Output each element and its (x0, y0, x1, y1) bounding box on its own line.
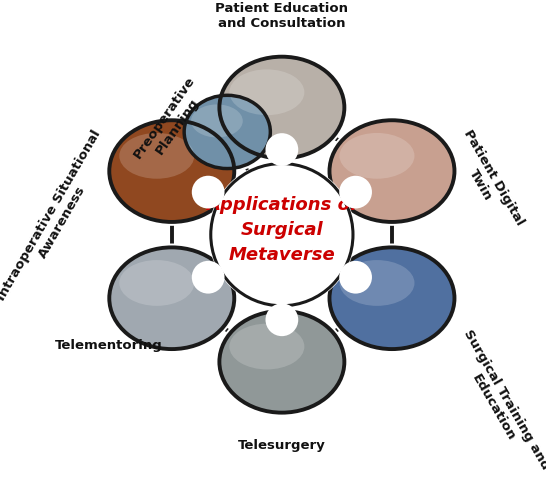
Ellipse shape (265, 303, 298, 336)
Ellipse shape (119, 133, 194, 179)
Text: Intraoperative Situational
Awareness: Intraoperative Situational Awareness (0, 127, 116, 310)
Ellipse shape (105, 117, 238, 226)
Ellipse shape (109, 120, 234, 222)
Ellipse shape (216, 53, 348, 162)
Text: Telesurgery: Telesurgery (238, 439, 326, 453)
Ellipse shape (216, 307, 348, 416)
Ellipse shape (219, 311, 345, 412)
Text: Preoperative
Planning: Preoperative Planning (132, 74, 210, 169)
Ellipse shape (329, 247, 454, 349)
Ellipse shape (192, 261, 224, 293)
Text: Patient Education
and Consultation: Patient Education and Consultation (215, 2, 348, 30)
Ellipse shape (211, 164, 353, 306)
Ellipse shape (180, 91, 274, 172)
Ellipse shape (191, 104, 243, 137)
Ellipse shape (265, 133, 298, 166)
Ellipse shape (105, 244, 238, 353)
Ellipse shape (229, 69, 304, 115)
Text: Applications of
Surgical
Metaverse: Applications of Surgical Metaverse (206, 196, 358, 264)
Ellipse shape (209, 162, 355, 308)
Ellipse shape (119, 260, 194, 306)
Text: Patient Digital
Twin: Patient Digital Twin (448, 127, 526, 235)
Ellipse shape (229, 324, 304, 370)
Ellipse shape (325, 244, 458, 353)
Ellipse shape (219, 57, 345, 159)
Ellipse shape (340, 260, 414, 306)
Ellipse shape (339, 176, 372, 208)
Ellipse shape (339, 261, 372, 293)
Ellipse shape (329, 120, 454, 222)
Text: Surgical Training and
Education: Surgical Training and Education (448, 328, 546, 480)
Ellipse shape (109, 247, 234, 349)
Ellipse shape (192, 176, 224, 208)
Ellipse shape (340, 133, 414, 179)
Ellipse shape (184, 95, 270, 168)
Ellipse shape (325, 117, 458, 226)
Text: Telementoring: Telementoring (55, 339, 162, 352)
